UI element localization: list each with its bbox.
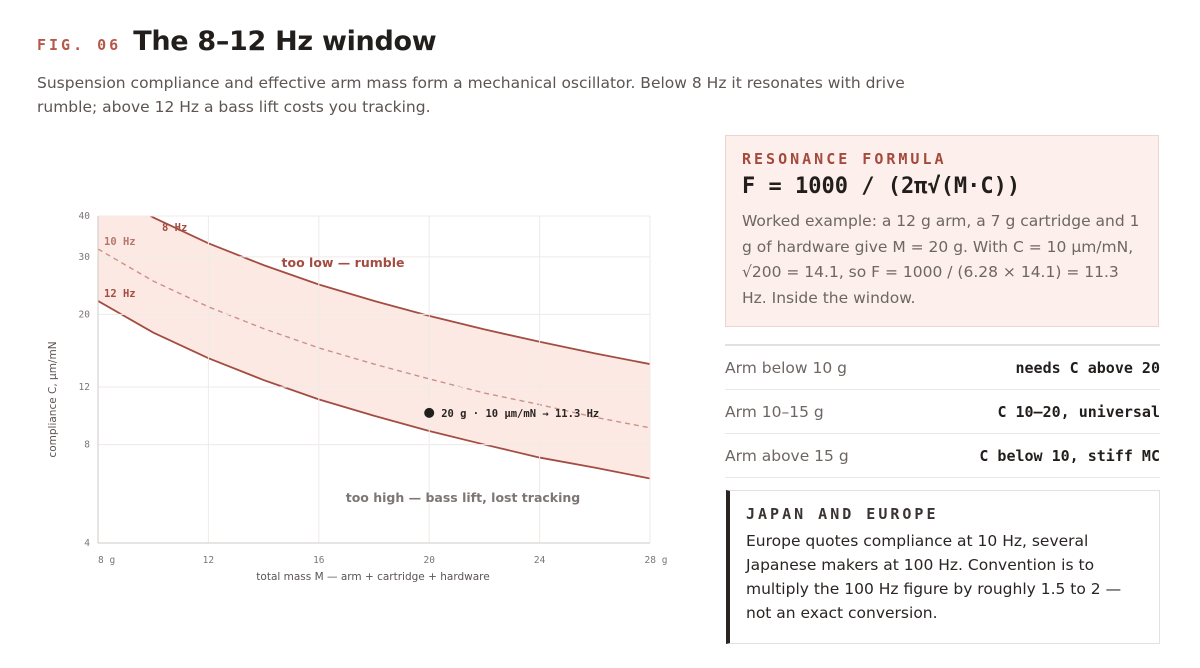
x-tick-label: 16 xyxy=(313,555,325,566)
x-tick-label: 12 xyxy=(203,555,214,566)
example-point xyxy=(424,407,435,418)
formula-body: Worked example: a 12 g arm, a 7 g cartri… xyxy=(742,212,1140,307)
point-label: 20 g · 10 µm/mN → 11.3 Hz xyxy=(441,408,599,420)
recommendation: C below 10, stiff MC xyxy=(979,446,1160,465)
curve-label: 8 Hz xyxy=(162,222,187,234)
arm-range: Arm 10–15 g xyxy=(725,402,824,421)
curve-label: 10 Hz xyxy=(104,236,136,248)
y-tick-label: 4 xyxy=(84,538,90,549)
formula-kicker: RESONANCE FORMULA xyxy=(742,150,947,168)
figure-number: FIG. 06 xyxy=(37,36,122,54)
table: Arm below 10 g needs C above 20 Arm 10–15 … xyxy=(725,344,1160,478)
annotation: too high — bass lift, lost tracking xyxy=(346,490,581,505)
x-tick-label: 8 g xyxy=(98,555,115,566)
lede: Suspension compliance and effective arm … xyxy=(37,74,905,116)
formula-equation: F = 1000 / (2π√(M·C)) xyxy=(742,174,1021,199)
arm-range: Arm above 15 g xyxy=(725,446,849,465)
note-body: Europe quotes compliance at 10 Hz, sever… xyxy=(746,532,1122,622)
note-kicker: JAPAN AND EUROPE xyxy=(746,505,939,523)
x-tick-label: 28 g xyxy=(645,555,668,566)
y-tick-label: 40 xyxy=(79,211,91,222)
x-tick-label: 24 xyxy=(534,555,546,566)
y-axis-label: compliance C, µm/mN xyxy=(47,341,59,457)
formula-card: RESONANCE FORMULA F = 1000 / (2π√(M·C)) … xyxy=(725,135,1159,327)
table-row: Arm above 15 g C below 10, stiff MC xyxy=(725,434,1160,478)
chart: 4 8 12 20 30 40 8 g 12 16 20 24 28 g 8 Hz 10 Hz 12 Hz t… xyxy=(47,211,668,583)
plot-area xyxy=(98,216,650,480)
curve xyxy=(148,216,650,365)
recommendation: needs C above 20 xyxy=(1015,358,1161,377)
x-tick-label: 20 xyxy=(423,555,435,566)
window-band xyxy=(98,216,650,479)
note-card: JAPAN AND EUROPE Europe quotes complianc… xyxy=(726,490,1160,644)
curve xyxy=(98,248,650,429)
table-row: Arm below 10 g needs C above 20 xyxy=(725,346,1160,390)
header: FIG. 06 The 8–12 Hz window Suspension com… xyxy=(37,26,937,119)
curve-label: 12 Hz xyxy=(104,288,136,300)
x-axis-label: total mass M — arm + cartridge + hardwar… xyxy=(256,571,489,583)
y-tick-label: 20 xyxy=(79,309,91,320)
recommendation: C 10–20, universal xyxy=(997,402,1160,421)
y-tick-label: 12 xyxy=(79,382,90,393)
title: The 8–12 Hz window xyxy=(133,26,437,57)
curve xyxy=(98,300,650,480)
y-tick-label: 8 xyxy=(84,440,90,451)
annotation: too low — rumble xyxy=(282,255,405,270)
arm-range: Arm below 10 g xyxy=(725,358,847,377)
y-tick-label: 30 xyxy=(79,252,91,263)
table-row: Arm 10–15 g C 10–20, universal xyxy=(725,390,1160,434)
